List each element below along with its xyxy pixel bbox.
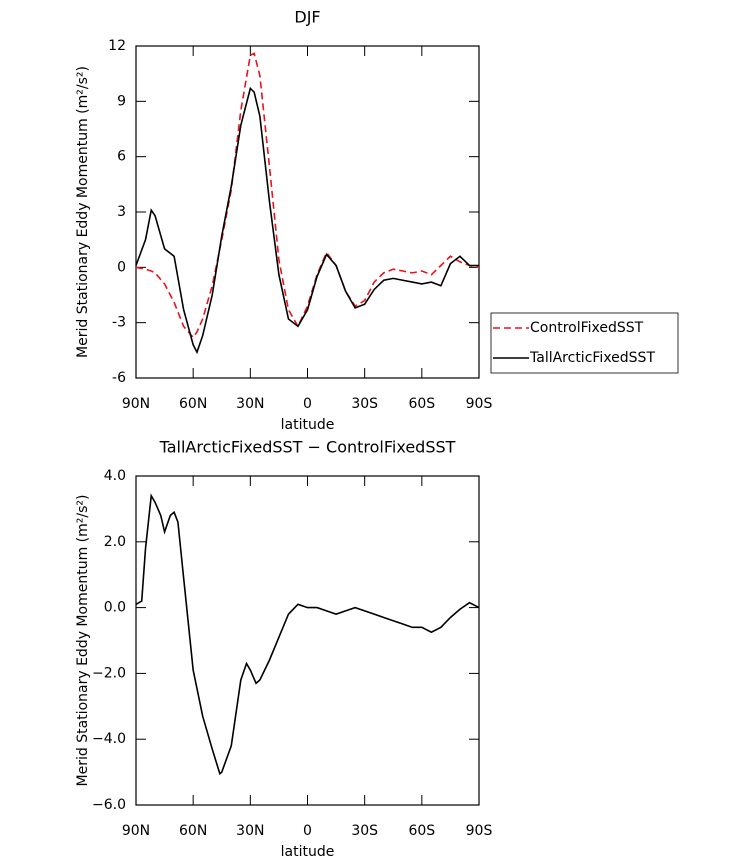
y-axis-label: Merid Stationary Eddy Momentum (m²/s²) — [75, 495, 91, 787]
x-tick-label: 90S — [466, 823, 493, 839]
x-axis-label: latitude — [281, 844, 335, 860]
chart-title: DJF — [294, 8, 320, 27]
y-tick-label: 6 — [117, 149, 126, 165]
y-tick-label: 0 — [117, 259, 126, 275]
y-tick-label: −4.0 — [92, 731, 126, 747]
y-axis-label: Merid Stationary Eddy Momentum (m²/s²) — [75, 66, 91, 358]
y-tick-label: 3 — [117, 204, 126, 220]
x-tick-label: 30S — [351, 396, 378, 412]
x-tick-label: 90S — [466, 396, 493, 412]
y-tick-label: 12 — [108, 38, 126, 54]
y-tick-label: 0.0 — [104, 600, 126, 616]
x-tick-label: 30N — [236, 396, 264, 412]
x-tick-label: 60S — [408, 396, 435, 412]
series-line — [135, 52, 480, 339]
plot-frame — [135, 45, 480, 379]
legend-label: TallArcticFixedSST — [529, 350, 655, 366]
y-tick-label: 4.0 — [104, 468, 126, 484]
x-tick-label: 0 — [303, 823, 312, 839]
y-tick-label: −2.0 — [92, 665, 126, 681]
series-line — [135, 86, 479, 355]
x-tick-label: 90N — [122, 396, 150, 412]
y-tick-label: 9 — [117, 93, 126, 109]
plot-frame — [135, 475, 480, 806]
x-tick-label: 30S — [351, 823, 378, 839]
y-tick-label: −6.0 — [92, 797, 126, 813]
legend-box — [490, 312, 679, 374]
x-tick-label: 30N — [236, 823, 264, 839]
x-tick-label: 90N — [122, 823, 150, 839]
x-tick-label: 0 — [303, 396, 312, 412]
chart-title: TallArcticFixedSST − ControlFixedSST — [159, 438, 456, 457]
x-axis-label: latitude — [281, 417, 335, 433]
x-tick-label: 60N — [179, 396, 207, 412]
y-tick-label: -6 — [112, 370, 126, 386]
y-tick-label: 2.0 — [104, 534, 126, 550]
y-tick-label: -3 — [112, 315, 126, 331]
series-line — [135, 493, 480, 776]
legend-label: ControlFixedSST — [530, 320, 644, 336]
x-tick-label: 60S — [408, 823, 435, 839]
x-tick-label: 60N — [179, 823, 207, 839]
